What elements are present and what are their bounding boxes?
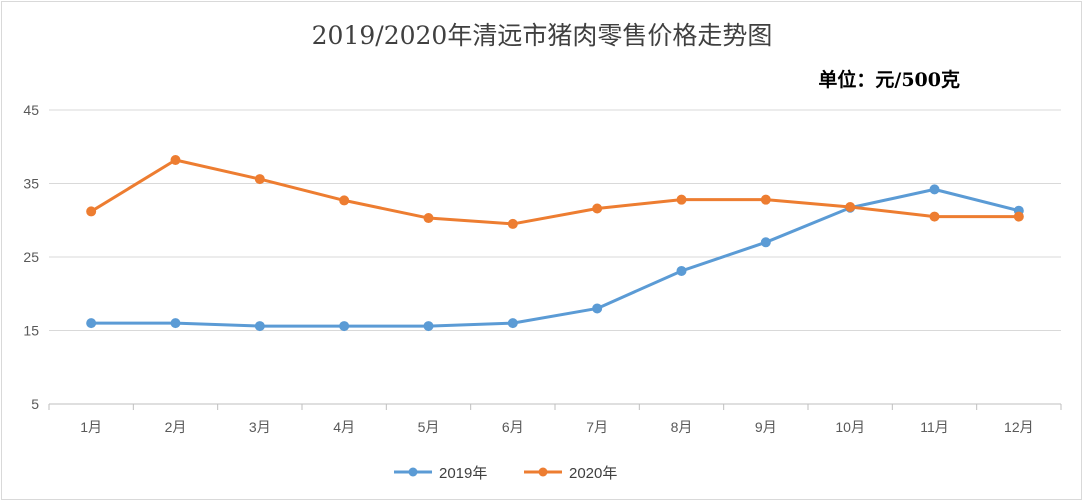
legend-label: 2020年: [569, 465, 617, 482]
x-tick-label: 8月: [671, 419, 693, 435]
x-tick-label: 4月: [333, 419, 355, 435]
data-point: [760, 237, 771, 248]
x-tick-label: 10月: [835, 419, 865, 435]
data-point: [339, 321, 350, 332]
series-line: [89, 158, 1021, 226]
x-tick-label: 6月: [502, 419, 524, 435]
legend-label: 2019年: [439, 465, 487, 482]
y-tick-label: 25: [23, 249, 39, 265]
data-point: [1013, 211, 1024, 222]
data-point: [592, 303, 603, 314]
series-layer: [86, 154, 1024, 332]
data-point: [507, 318, 518, 329]
data-point: [86, 318, 97, 329]
data-point: [676, 265, 687, 276]
x-tick-label: 3月: [249, 419, 271, 435]
x-tick-label: 12月: [1004, 419, 1034, 435]
legend-item: 2020年: [524, 465, 617, 482]
legend-item: 2019年: [394, 465, 487, 482]
data-point: [86, 206, 97, 217]
y-tick-label: 45: [23, 102, 39, 118]
chart-title: 2019/2020年清远市猪肉零售价格走势图: [312, 21, 773, 50]
data-point: [929, 184, 940, 195]
series-2: [86, 154, 1024, 229]
legend-swatch-marker: [538, 467, 548, 477]
data-point: [170, 318, 181, 329]
data-point: [507, 218, 518, 229]
series-line: [89, 187, 1021, 328]
x-tick-label: 1月: [80, 419, 102, 435]
unit-label: 单位：元/500克: [818, 68, 960, 91]
data-point: [254, 321, 265, 332]
data-point: [254, 174, 265, 185]
legend: 2019年 2020年: [394, 465, 617, 482]
data-point: [929, 211, 940, 222]
x-axis-ticks: 1月 2月 3月 4月 5月 6月 7月 8月 9月 10月 11月 12月: [80, 419, 1033, 435]
x-axis: [48, 403, 1062, 410]
y-axis-ticks: 45 35 25 15 5: [23, 102, 39, 412]
data-point: [170, 154, 181, 165]
legend-swatch-marker: [408, 467, 418, 477]
data-point: [423, 321, 434, 332]
x-tick-label: 9月: [755, 419, 777, 435]
x-tick-label: 2月: [165, 419, 187, 435]
gridlines: [49, 109, 1061, 331]
x-tick-label: 7月: [586, 419, 608, 435]
data-point: [760, 194, 771, 205]
data-point: [676, 194, 687, 205]
data-point: [423, 213, 434, 224]
data-point: [592, 203, 603, 214]
y-tick-label: 15: [23, 323, 39, 339]
y-tick-label: 5: [31, 396, 39, 412]
data-point: [339, 195, 350, 206]
y-tick-label: 35: [23, 176, 39, 192]
series-1: [86, 184, 1024, 332]
data-point: [845, 202, 856, 213]
x-tick-label: 11月: [920, 419, 949, 435]
x-tick-label: 5月: [418, 419, 440, 435]
